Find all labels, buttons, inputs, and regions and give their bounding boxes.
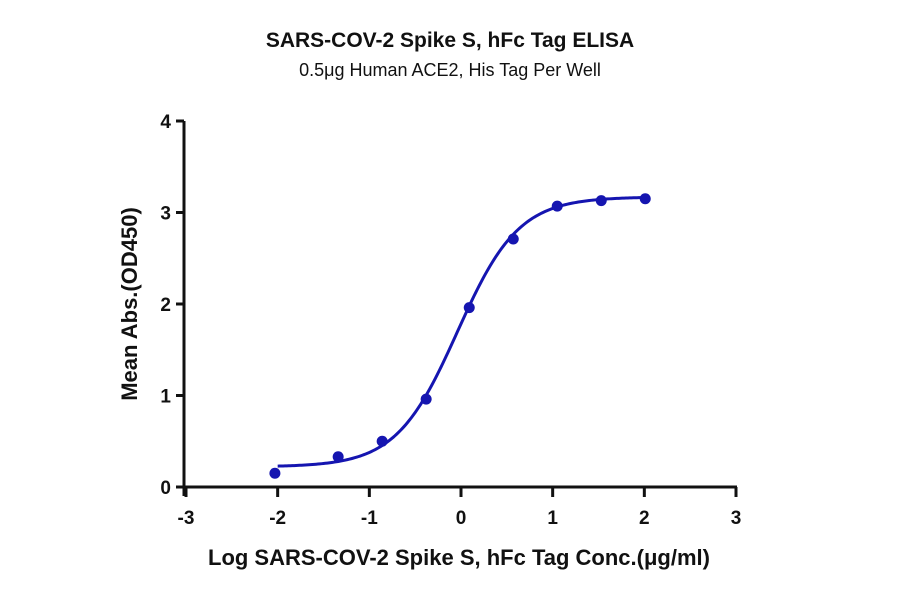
- y-tick-label: 1: [160, 387, 171, 408]
- x-axis-label: Log SARS-COV-2 Spike S, hFc Tag Conc.(μg…: [208, 545, 710, 570]
- x-tick-label: -1: [361, 508, 378, 529]
- data-point: [269, 467, 281, 479]
- y-tick-label: 3: [160, 204, 171, 225]
- data-point: [507, 233, 519, 245]
- fit-curve: [277, 196, 645, 468]
- y-axis-label: Mean Abs.(OD450): [117, 207, 142, 401]
- x-tick-label: 0: [456, 508, 467, 529]
- data-point: [376, 435, 388, 447]
- y-tick-label: 4: [160, 112, 171, 133]
- data-point: [420, 393, 432, 405]
- chart-subtitle: 0.5μg Human ACE2, His Tag Per Well: [299, 60, 601, 80]
- x-tick-label: 2: [639, 508, 650, 529]
- x-tick-label: -2: [269, 508, 286, 529]
- data-point: [595, 195, 607, 207]
- x-tick-label: -3: [178, 508, 195, 529]
- data-points: [269, 193, 651, 479]
- data-point: [639, 193, 651, 205]
- x-tick-label: 1: [547, 508, 558, 529]
- data-point: [551, 200, 563, 212]
- chart-title: SARS-COV-2 Spike S, hFc Tag ELISA: [265, 29, 635, 52]
- axes: 0 1 2 3 4 -3 -2 -1 0 1 2 3: [160, 112, 741, 529]
- fit-curve-path: [277, 196, 645, 468]
- data-point: [463, 302, 475, 314]
- y-tick-label: 2: [160, 295, 171, 316]
- y-tick-label: 0: [160, 478, 171, 499]
- x-tick-label: 3: [731, 508, 742, 529]
- data-point: [332, 451, 344, 463]
